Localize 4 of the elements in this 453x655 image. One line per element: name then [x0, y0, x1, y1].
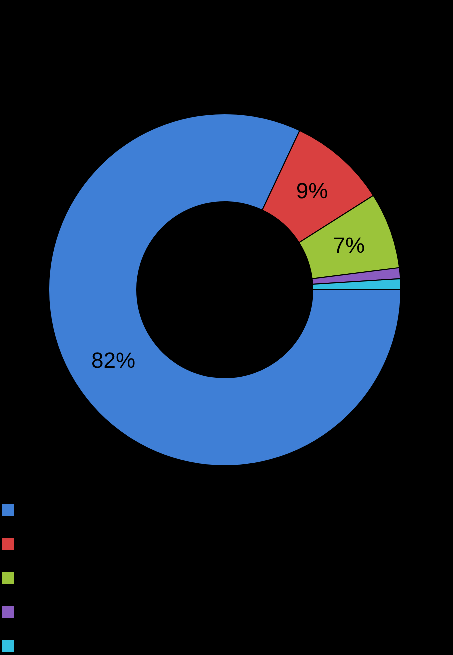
donut-slice	[48, 114, 402, 466]
data-label: 9%	[296, 178, 328, 204]
data-label: 82%	[92, 348, 136, 374]
data-label: 7%	[333, 232, 366, 258]
